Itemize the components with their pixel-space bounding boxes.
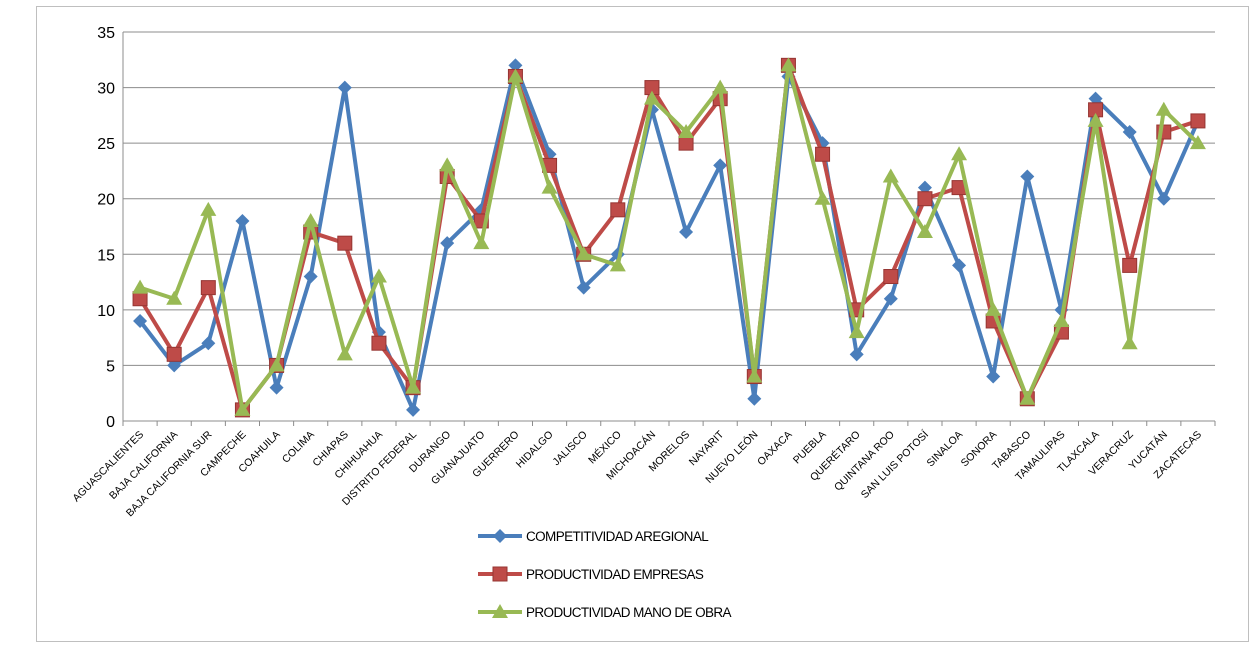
y-tick-label: 5: [106, 358, 115, 375]
series-3-point: [678, 124, 695, 139]
x-category-label: SINALOA: [925, 429, 966, 470]
series-2-point: [917, 191, 933, 207]
y-tick-label: 0: [106, 414, 115, 431]
series-2-point: [1122, 257, 1138, 273]
series-3-point: [1155, 101, 1172, 116]
series-3-point: [643, 90, 660, 105]
series-3-point: [951, 146, 968, 161]
chart-frame: [36, 6, 1249, 642]
series-3-point: [882, 168, 899, 183]
series-2-point: [337, 235, 353, 251]
series-1-point: [713, 158, 728, 173]
series-2-point: [371, 335, 387, 351]
series-1-point: [1156, 191, 1171, 206]
series-1-point: [986, 369, 1001, 384]
series-1-point: [1088, 91, 1103, 106]
series-1-point: [337, 80, 352, 95]
series-1-point: [269, 380, 284, 395]
series-2-point: [815, 146, 831, 162]
series-1-point: [235, 213, 250, 228]
series-3-point: [166, 290, 183, 305]
series-3-point: [370, 268, 387, 283]
series-1-point: [917, 180, 932, 195]
legend-marker-3: [492, 604, 508, 618]
series-3-point: [1019, 390, 1036, 405]
series-3-point: [814, 190, 831, 205]
series-1-point: [133, 313, 148, 328]
series-3-point: [507, 68, 524, 83]
series-1-point: [883, 291, 898, 306]
x-category-label: HIDALGO: [514, 429, 556, 471]
y-tick-label: 35: [97, 25, 115, 42]
series-1-point: [303, 269, 318, 284]
x-category-label: QUINTANA ROO: [832, 429, 897, 494]
series-3-point: [780, 57, 797, 72]
series-2-point: [166, 346, 182, 362]
series-3-point: [336, 346, 353, 361]
legend-label-2: PRODUCTIVIDAD EMPRESAS: [526, 567, 704, 582]
series-3-point: [268, 357, 285, 372]
series-1-point: [576, 280, 591, 295]
series-1-point: [679, 225, 694, 240]
series-3-point: [985, 301, 1002, 316]
series-3-point: [1189, 135, 1206, 150]
series-2-point: [883, 269, 899, 285]
series-1-point: [508, 58, 523, 73]
series-2-point: [200, 280, 216, 296]
series-1-point: [952, 258, 967, 273]
series-1-point: [167, 358, 182, 373]
series-1-point: [1020, 169, 1035, 184]
series-3-point: [473, 235, 490, 250]
series-3-point: [1053, 312, 1070, 327]
y-tick-label: 20: [97, 192, 115, 209]
series-3-point: [302, 212, 319, 227]
legend-marker-2: [492, 566, 508, 582]
y-tick-label: 10: [97, 303, 115, 320]
series-3-point: [439, 157, 456, 172]
series-2-point: [1190, 113, 1206, 129]
y-tick-label: 30: [97, 81, 115, 98]
series-3-point: [541, 179, 558, 194]
series-2-point: [132, 291, 148, 307]
y-tick-label: 15: [97, 247, 115, 264]
series-3-point: [1087, 112, 1104, 127]
series-3-point: [746, 368, 763, 383]
y-tick-label: 25: [97, 136, 115, 153]
series-3-point: [712, 79, 729, 94]
series-3-point: [575, 246, 592, 261]
legend-label-3: PRODUCTIVIDAD MANO DE OBRA: [526, 605, 732, 620]
series-1-point: [849, 347, 864, 362]
series-3-point: [1121, 335, 1138, 350]
series-2-point: [678, 135, 694, 151]
series-1-point: [201, 336, 216, 351]
series-1-point: [1122, 125, 1137, 140]
series-1-point: [440, 236, 455, 251]
series-2-point: [610, 202, 626, 218]
series-line-3: [139, 63, 1200, 412]
legend-marker-1: [493, 529, 507, 543]
series-3-point: [609, 257, 626, 272]
series-1-point: [406, 402, 421, 417]
series-1-point: [747, 391, 762, 406]
x-category-label: JALISCO: [550, 429, 589, 468]
legend-label-1: COMPETITIVIDAD AREGIONAL: [526, 529, 709, 544]
series-3-point: [132, 279, 149, 294]
series-3-point: [916, 224, 933, 239]
series-3-point: [848, 324, 865, 339]
series-3-point: [234, 401, 251, 416]
x-category-label: OAXACA: [755, 429, 794, 468]
series-3-point: [405, 379, 422, 394]
series-3-point: [200, 201, 217, 216]
